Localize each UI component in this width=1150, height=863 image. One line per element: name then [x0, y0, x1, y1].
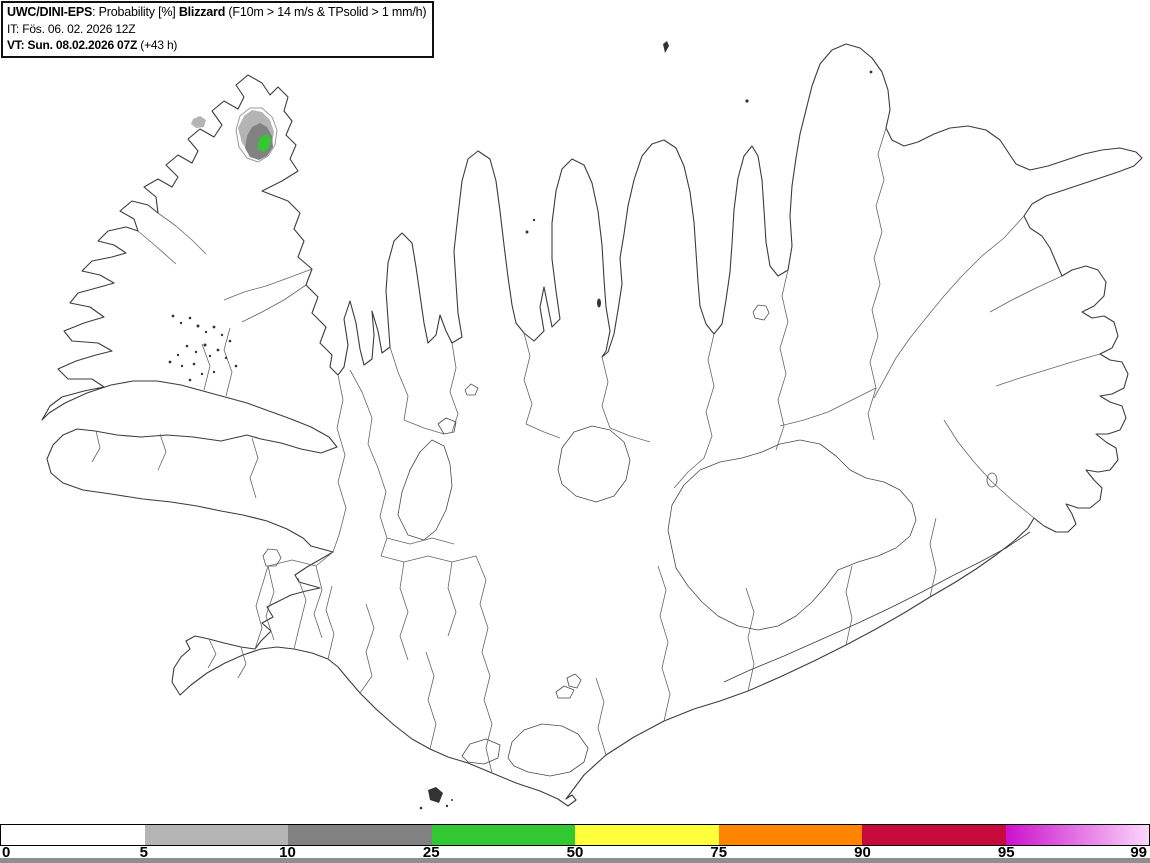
colorbar-segment-0-5	[1, 825, 145, 845]
title-line: UWC/DINI-EPS: Probability [%] Blizzard (…	[7, 4, 427, 21]
colorbar-tick-99: 99	[1130, 844, 1147, 861]
coastline	[41, 43, 1143, 807]
valid-time-line: VT: Sun. 08.02.2026 07Z (+43 h)	[7, 37, 426, 53]
lakes	[262, 304, 998, 567]
colorbar-segment-75-90	[718, 825, 862, 845]
colorbar-segments	[0, 824, 1150, 846]
colorbar-tick-75: 75	[710, 844, 728, 861]
blizzard-probability-patch	[191, 110, 274, 160]
product-label: : Probability [%]	[92, 5, 179, 19]
municipal-boundaries	[91, 127, 1101, 774]
glacier-outline-drangajokull	[235, 107, 278, 163]
bottom-gray-strip	[0, 858, 1150, 863]
colorbar-tick-25: 25	[422, 844, 440, 861]
colorbar-tick-50: 50	[566, 844, 584, 861]
colorbar-tick-5: 5	[139, 844, 148, 861]
colorbar-segment-5-10	[144, 825, 288, 845]
colorbar-segment-95-99	[1005, 825, 1149, 845]
colorbar-segment-90-95	[862, 825, 1006, 845]
lead-time: (+43 h)	[137, 38, 178, 52]
colorbar-segment-50-75	[575, 825, 719, 845]
glacier-outlines	[397, 417, 917, 777]
model-name: UWC/DINI-EPS	[7, 5, 93, 19]
colorbar-tick-90: 90	[854, 844, 871, 861]
colorbar-tick-10: 10	[279, 844, 296, 861]
colorbar-ticks: 0 5 10 25 50 75 90 95 99	[0, 844, 1150, 861]
valid-time: VT: Sun. 08.02.2026 07Z	[7, 38, 138, 52]
colorbar-segment-25-50	[431, 825, 575, 845]
islands	[168, 41, 873, 810]
colorbar-tick-0: 0	[2, 844, 11, 861]
colorbar-tick-95: 95	[997, 844, 1015, 861]
lagoon-line	[723, 531, 1031, 683]
patch-green	[258, 134, 271, 152]
patch-light-small	[191, 116, 206, 128]
criteria-text: (F10m > 14 m/s & TPsolid > 1 mm/h)	[225, 5, 427, 19]
colorbar-segment-10-25	[288, 825, 432, 845]
variable-name: Blizzard	[178, 5, 226, 19]
init-time-line: IT: Fös. 06. 02. 2026 12Z	[7, 22, 136, 36]
title-box: UWC/DINI-EPS: Probability [%] Blizzard (…	[1, 1, 435, 58]
